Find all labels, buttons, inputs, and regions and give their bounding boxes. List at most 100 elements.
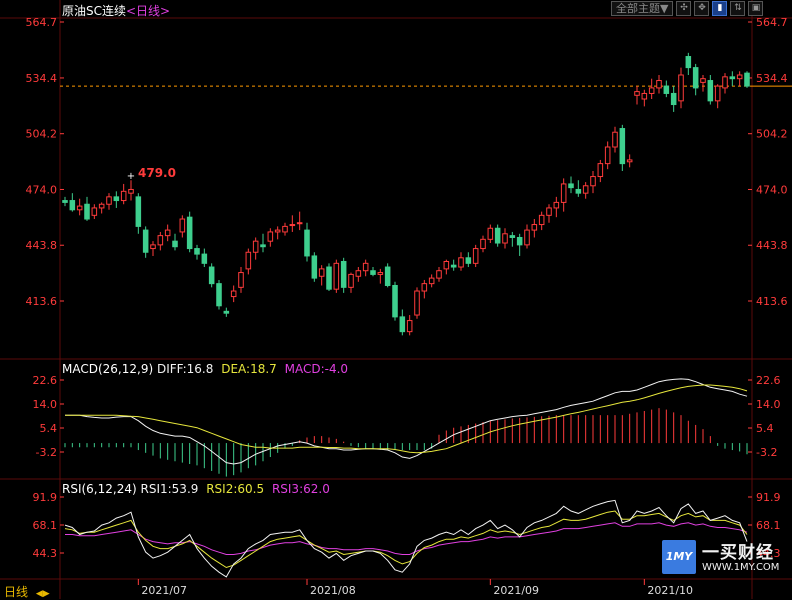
single-pane-icon[interactable]: ▮ bbox=[712, 1, 728, 16]
candle-up bbox=[348, 273, 354, 288]
main-y-label-right: 443.8 bbox=[756, 239, 788, 252]
candle-down bbox=[223, 310, 230, 314]
candle-down bbox=[260, 244, 266, 248]
candle-up bbox=[245, 251, 252, 270]
x-axis-label: 2021/09 bbox=[493, 584, 539, 597]
symbol-name: 原油SC连续 bbox=[62, 4, 126, 18]
candle-up bbox=[289, 224, 296, 227]
macd-params: MACD(26,12,9) bbox=[62, 362, 154, 376]
rsi-y-label-left: 44.3 bbox=[33, 547, 58, 560]
rsi2-line bbox=[64, 510, 748, 569]
candle-up bbox=[480, 238, 486, 250]
rsi-y-label-left: 68.1 bbox=[33, 519, 58, 532]
period-label[interactable]: <日线> bbox=[126, 4, 171, 18]
candle-up bbox=[76, 205, 83, 211]
candle-up bbox=[597, 163, 604, 178]
candle-down bbox=[392, 284, 398, 318]
candle-down bbox=[685, 56, 692, 69]
scroll-arrows-icon[interactable]: ◀▶ bbox=[35, 589, 50, 599]
candle-down bbox=[384, 266, 391, 286]
candle-down bbox=[729, 76, 736, 80]
theme-dropdown[interactable]: 全部主题▼ bbox=[611, 1, 674, 16]
candle-up bbox=[91, 207, 98, 216]
candle-up bbox=[590, 176, 596, 187]
candle-down bbox=[744, 72, 750, 87]
candle-down bbox=[194, 248, 200, 255]
timeframe-selector[interactable]: 日线 ◀▶ bbox=[0, 583, 50, 600]
rsi-y-label-right: 68.1 bbox=[756, 519, 781, 532]
main-y-label-left: 413.6 bbox=[26, 295, 58, 308]
rsi-params: RSI(6,12,24) bbox=[62, 482, 137, 496]
candle-up bbox=[106, 196, 112, 205]
candle-up bbox=[604, 146, 611, 165]
candle-down bbox=[216, 283, 222, 307]
macd-dea-value: DEA:18.7 bbox=[221, 362, 277, 376]
candle-up bbox=[421, 283, 428, 292]
candle-up bbox=[318, 268, 325, 277]
pan-icon[interactable]: ✥ bbox=[694, 1, 710, 16]
candle-down bbox=[208, 266, 215, 285]
main-y-label-right: 413.6 bbox=[756, 295, 788, 308]
candle-up bbox=[582, 185, 589, 194]
crosshair-icon[interactable]: ✣ bbox=[676, 1, 692, 16]
rsi2-value: RSI2:60.5 bbox=[206, 482, 265, 496]
candle-up bbox=[120, 190, 127, 202]
candle-down bbox=[326, 266, 332, 290]
candle-down bbox=[340, 260, 347, 288]
candle-up bbox=[252, 240, 259, 253]
candle-up bbox=[612, 131, 618, 148]
candle-down bbox=[663, 85, 670, 94]
macd-y-label-left: -3.2 bbox=[36, 446, 57, 459]
candle-up bbox=[428, 277, 435, 285]
chart-title: 原油SC连续<日线> bbox=[62, 2, 170, 19]
main-y-label-left: 534.4 bbox=[26, 72, 58, 85]
candle-up bbox=[678, 74, 684, 102]
candle-down bbox=[399, 316, 406, 333]
macd-y-label-right: 14.0 bbox=[756, 398, 781, 411]
candle-up bbox=[230, 290, 237, 298]
chart-toolbar: 全部主题▼ ✣ ✥ ▮ ⇅ ▣ bbox=[611, 1, 764, 16]
candle-up bbox=[458, 257, 464, 268]
main-y-label-right: 534.4 bbox=[756, 72, 788, 85]
brand-logo: 1MY 一买财经 WWW.1MY.COM bbox=[662, 538, 782, 578]
candle-up bbox=[377, 272, 384, 275]
log-scale-icon[interactable]: ⇅ bbox=[730, 1, 746, 16]
logo-name: 一买财经 bbox=[702, 543, 774, 563]
rsi3-line bbox=[65, 522, 748, 555]
candle-down bbox=[465, 257, 472, 264]
candle-down bbox=[69, 200, 76, 211]
candle-up bbox=[406, 320, 413, 333]
candle-down bbox=[494, 227, 501, 244]
candle-up bbox=[641, 92, 648, 100]
main-y-label-right: 504.2 bbox=[756, 128, 788, 141]
main-y-label-left: 443.8 bbox=[26, 239, 58, 252]
main-y-label-right: 474.0 bbox=[756, 183, 788, 196]
candle-down bbox=[186, 216, 193, 250]
candle-down bbox=[619, 128, 626, 165]
candle-up bbox=[700, 78, 706, 83]
rsi-y-label-left: 91.9 bbox=[33, 491, 58, 504]
candle-down bbox=[201, 253, 208, 264]
logo-url: WWW.1MY.COM bbox=[702, 562, 780, 573]
candle-up bbox=[656, 80, 662, 89]
candle-up bbox=[333, 262, 340, 290]
candle-down bbox=[62, 200, 68, 203]
candle-up bbox=[128, 188, 134, 194]
candle-up bbox=[179, 218, 186, 233]
logo-mark: 1MY bbox=[662, 540, 696, 574]
candle-up bbox=[722, 76, 728, 89]
candle-up bbox=[150, 244, 156, 250]
macd-y-label-right: 22.6 bbox=[756, 374, 781, 387]
candle-down bbox=[84, 203, 90, 220]
candle-down bbox=[304, 229, 310, 257]
candle-up bbox=[164, 229, 171, 237]
candle-up bbox=[502, 233, 508, 244]
candle-up bbox=[267, 231, 274, 242]
restore-icon[interactable]: ▣ bbox=[748, 1, 764, 16]
candle-up bbox=[553, 201, 560, 209]
candle-up bbox=[538, 214, 545, 226]
rsi1-value: RSI1:53.9 bbox=[140, 482, 199, 496]
macd-diff-value: DIFF:16.8 bbox=[156, 362, 214, 376]
candle-up bbox=[98, 203, 105, 209]
candle-up bbox=[560, 183, 567, 203]
